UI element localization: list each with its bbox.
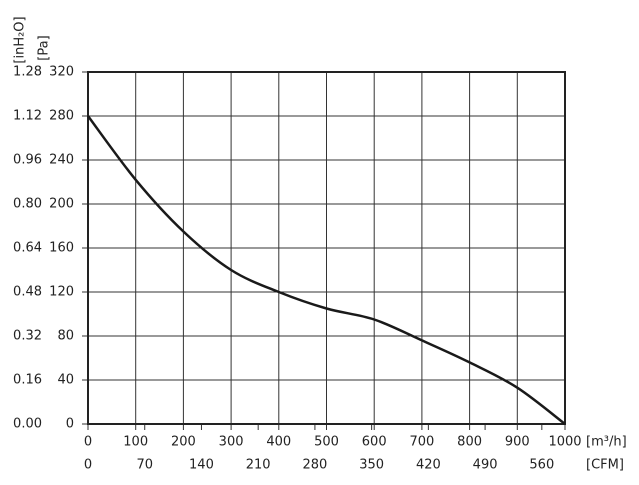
y2-tick-label: 1.12	[13, 109, 42, 124]
x2-tick-label: 350	[359, 458, 384, 473]
x2-tick-label: 420	[416, 458, 441, 473]
y2-tick-label: 0.00	[13, 417, 42, 432]
plot-frame	[87, 71, 566, 425]
y-tick-label: 320	[49, 65, 74, 80]
x2-tick-label: 490	[473, 458, 498, 473]
y-tick-label: 280	[49, 109, 74, 124]
x-tick-label: 600	[362, 435, 387, 450]
y-axis-label: [Pa]	[37, 35, 52, 60]
y-tick-label: 80	[57, 329, 74, 344]
y2-tick-label: 1.28	[13, 65, 42, 80]
x2-tick-label: 140	[189, 458, 214, 473]
y-tick-label: 0	[66, 417, 74, 432]
x2-tick-label: 70	[136, 458, 153, 473]
x-tick-label: 200	[171, 435, 196, 450]
x2-axis-label: [CFM]	[586, 458, 624, 473]
x2-tick-label: 560	[529, 458, 554, 473]
x-tick-label: 700	[409, 435, 434, 450]
x2-tick-label: 210	[246, 458, 271, 473]
x-tick-label: 300	[219, 435, 244, 450]
y2-tick-label: 0.32	[13, 329, 42, 344]
y2-tick-label: 0.64	[13, 241, 42, 256]
x-tick-label: 500	[314, 435, 339, 450]
y-tick-label: 200	[49, 197, 74, 212]
x2-tick-label: 280	[302, 458, 327, 473]
x-tick-label: 900	[505, 435, 530, 450]
x-axis-label: [m³/h]	[586, 435, 627, 450]
x-tick-label: 100	[123, 435, 148, 450]
y2-axis-label: [inH₂O]	[13, 16, 28, 63]
y2-tick-label: 0.96	[13, 153, 42, 168]
y-tick-label: 240	[49, 153, 74, 168]
y-tick-label: 160	[49, 241, 74, 256]
x2-tick-label: 0	[84, 458, 92, 473]
x-tick-label: 0	[84, 435, 92, 450]
y-tick-label: 40	[57, 373, 74, 388]
x-tick-label: 400	[266, 435, 291, 450]
y2-tick-label: 0.16	[13, 373, 42, 388]
y2-tick-label: 0.80	[13, 197, 42, 212]
y2-tick-label: 0.48	[13, 285, 42, 300]
fan-curve	[86, 115, 566, 425]
x-tick-label: 800	[457, 435, 482, 450]
y-tick-label: 120	[49, 285, 74, 300]
x-tick-label: 1000	[548, 435, 581, 450]
